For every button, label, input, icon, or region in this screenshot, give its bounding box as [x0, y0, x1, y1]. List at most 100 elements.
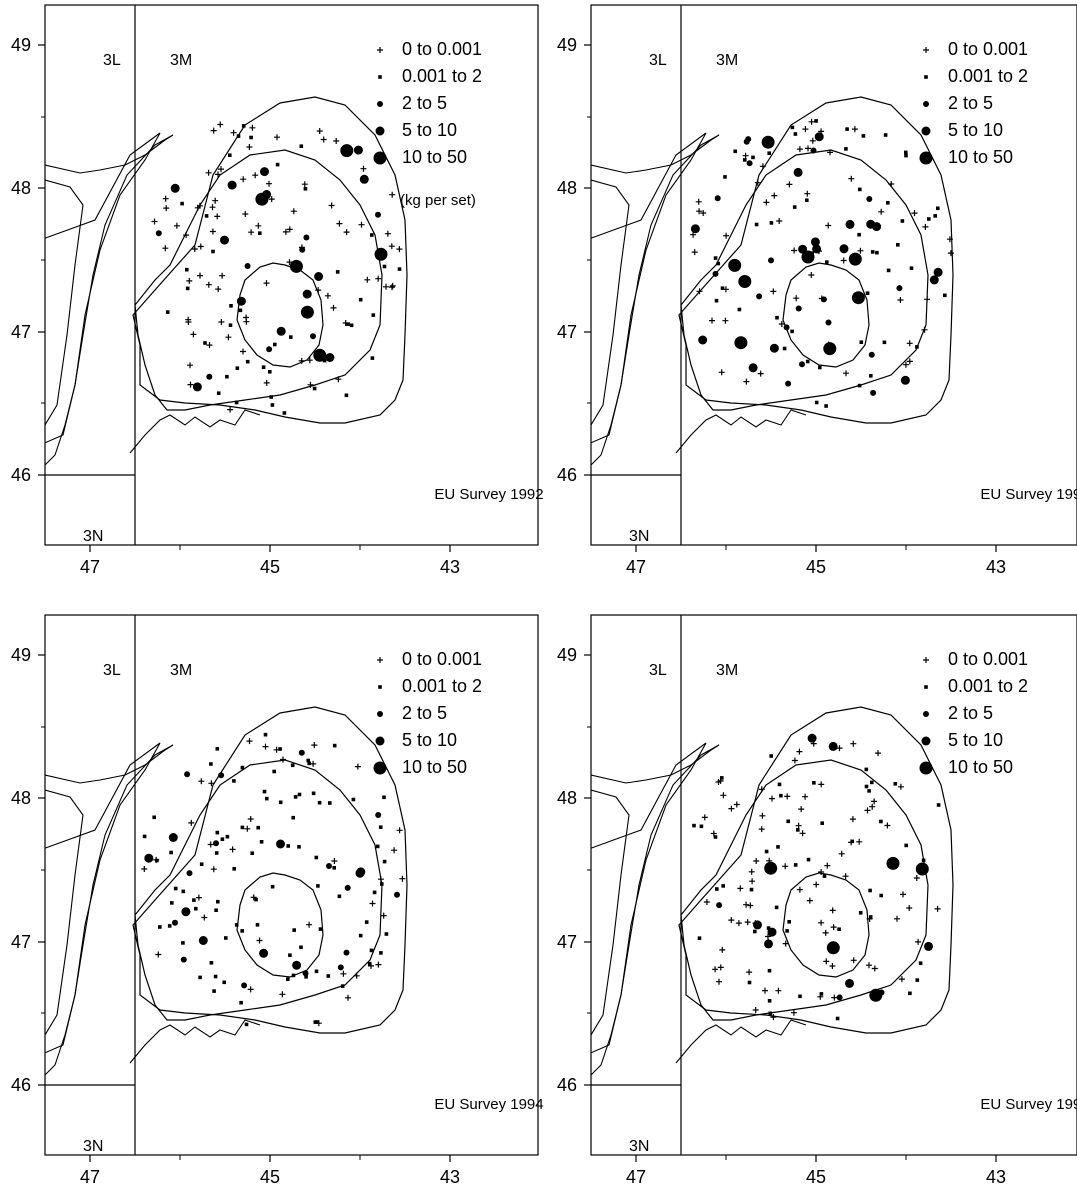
station-mark — [273, 342, 277, 347]
station-mark — [209, 961, 214, 965]
station-mark — [153, 856, 160, 863]
station-mark — [151, 218, 158, 225]
station-mark — [906, 340, 913, 347]
station-mark — [244, 825, 251, 832]
station-mark — [783, 324, 790, 331]
station-mark — [265, 796, 269, 801]
station-mark — [842, 873, 849, 880]
station-mark — [814, 132, 824, 142]
station-mark — [227, 180, 237, 190]
station-mark — [216, 899, 220, 904]
station-mark — [180, 956, 187, 963]
station-mark — [220, 235, 229, 245]
station-mark — [210, 866, 217, 873]
station-mark — [240, 348, 246, 355]
station-mark — [225, 334, 232, 341]
station-mark — [298, 357, 305, 364]
station-mark — [866, 196, 873, 202]
x-tick-label: 47 — [626, 1167, 646, 1187]
station-mark — [806, 857, 811, 862]
station-mark — [691, 249, 698, 256]
station-mark — [286, 977, 290, 981]
station-mark — [375, 961, 382, 968]
station-mark — [168, 833, 178, 842]
division-label-3m: 3M — [170, 52, 192, 69]
station-mark — [389, 191, 396, 198]
station-mark — [835, 1016, 840, 1021]
x-tick-label: 43 — [986, 557, 1006, 577]
station-mark — [273, 746, 280, 753]
station-mark — [820, 821, 824, 825]
division-label-3l: 3L — [649, 52, 667, 69]
coastline-inner — [45, 179, 84, 426]
station-mark — [900, 891, 906, 898]
station-mark — [276, 326, 286, 336]
station-mark — [849, 816, 856, 823]
station-mark — [748, 868, 755, 875]
station-mark — [335, 270, 340, 274]
station-mark — [197, 243, 204, 250]
station-mark — [186, 277, 193, 284]
station-mark — [743, 378, 750, 385]
station-mark — [245, 359, 250, 364]
station-mark — [367, 961, 372, 966]
station-mark — [868, 915, 873, 919]
station-mark — [886, 268, 891, 273]
station-mark — [279, 991, 286, 998]
station-mark — [845, 127, 849, 131]
station-mark — [378, 825, 383, 829]
station-mark — [360, 165, 367, 172]
station-mark — [818, 128, 825, 135]
station-mark — [344, 884, 351, 891]
station-mark — [389, 284, 395, 291]
station-mark — [144, 853, 154, 863]
station-mark — [878, 208, 885, 215]
station-mark — [188, 819, 195, 826]
station-mark — [864, 767, 869, 772]
station-mark — [883, 133, 888, 137]
station-mark — [243, 314, 250, 321]
station-mark — [906, 358, 913, 365]
station-mark — [840, 257, 847, 264]
survey-stations — [690, 118, 954, 408]
division-label-3m: 3M — [716, 662, 738, 679]
station-mark — [337, 894, 342, 899]
station-mark — [289, 335, 293, 339]
station-mark — [184, 771, 191, 778]
station-mark — [897, 783, 904, 790]
station-mark — [270, 884, 275, 889]
station-mark — [827, 149, 833, 156]
station-mark — [838, 850, 845, 857]
map-panel: 3L 3M 3N 0 to 0.001 0.001 to 2 2 to 5 5 to 10 1… — [11, 4, 544, 577]
station-mark — [320, 136, 327, 143]
division-label-3l: 3L — [103, 662, 121, 679]
station-mark — [882, 340, 887, 345]
station-mark — [826, 941, 840, 955]
station-mark — [759, 163, 766, 170]
station-mark — [198, 778, 205, 785]
station-mark — [205, 169, 212, 176]
station-mark — [856, 838, 863, 845]
station-mark — [757, 370, 764, 377]
station-mark — [764, 939, 773, 949]
legend-label: 5 to 10 — [402, 730, 457, 750]
survey-stations — [151, 121, 403, 415]
station-mark — [368, 962, 374, 969]
y-tick-label: 48 — [557, 178, 577, 198]
station-mark — [375, 812, 382, 818]
station-mark — [870, 250, 875, 254]
station-mark — [307, 761, 311, 766]
station-mark — [799, 830, 806, 837]
station-mark — [762, 987, 768, 994]
legend-symbol-medium-dot — [375, 126, 385, 136]
station-mark — [904, 150, 908, 155]
station-mark — [809, 137, 816, 144]
legend-symbol-medium-dot — [921, 736, 931, 746]
station-mark — [394, 891, 400, 898]
map-area — [45, 706, 408, 1076]
station-mark — [776, 218, 783, 224]
division-label-3l: 3L — [649, 662, 667, 679]
station-mark — [825, 260, 829, 264]
panel-title: EU Survey 1993 — [980, 486, 1077, 503]
